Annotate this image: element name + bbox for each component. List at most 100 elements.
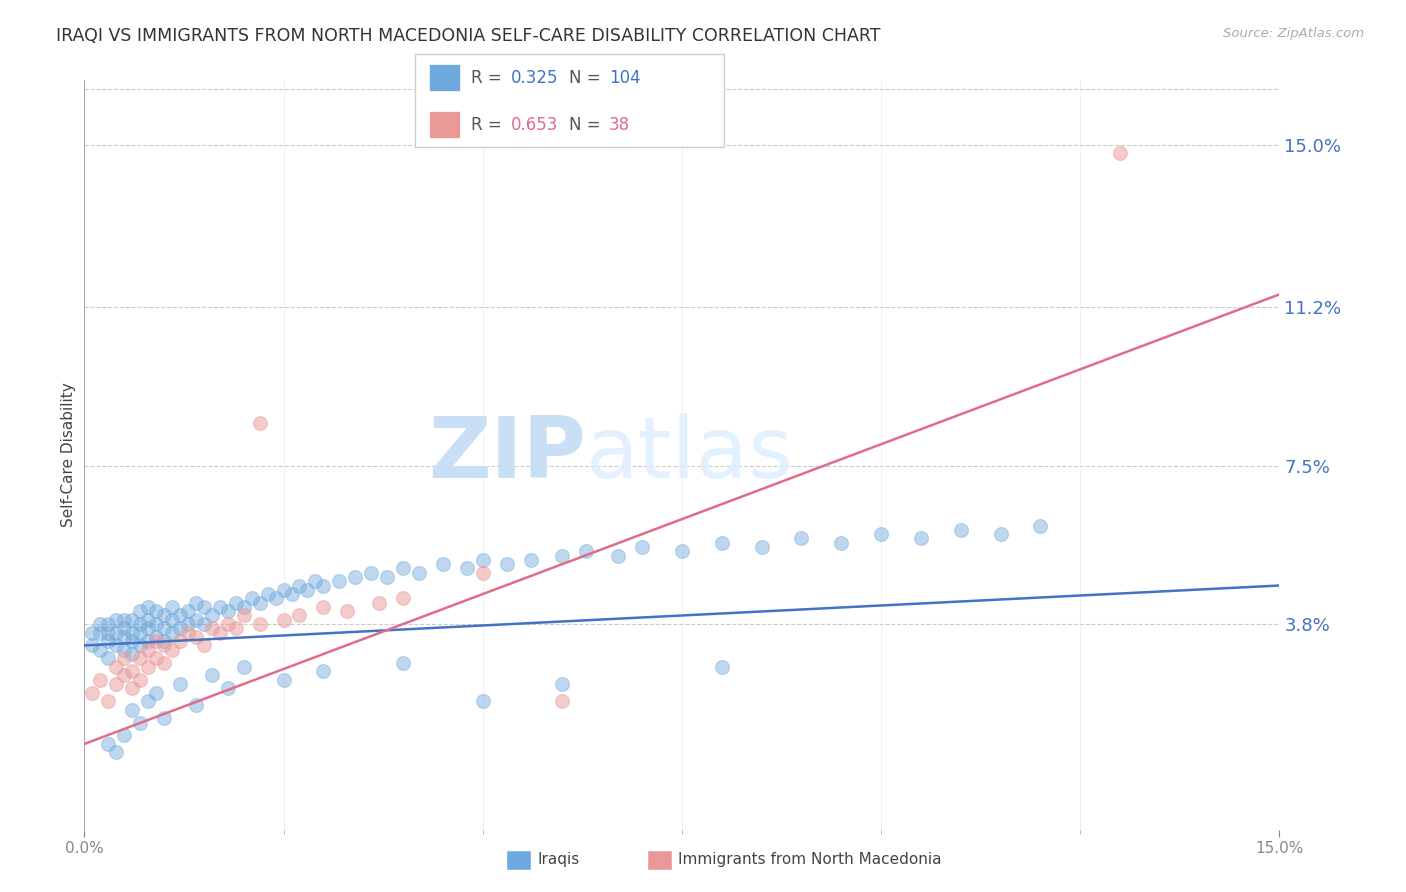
Point — [97, 694, 120, 708]
Point — [273, 673, 295, 687]
Point — [471, 553, 494, 567]
Point — [710, 535, 733, 549]
Text: 0.653: 0.653 — [510, 116, 558, 134]
Text: R =: R = — [471, 116, 508, 134]
Text: Iraqis: Iraqis — [537, 853, 579, 867]
Point — [495, 557, 517, 571]
Point — [160, 625, 183, 640]
Point — [112, 651, 135, 665]
Point — [145, 604, 167, 618]
Point — [136, 599, 159, 614]
Point — [177, 604, 200, 618]
Point — [169, 621, 191, 635]
Point — [153, 639, 176, 653]
Point — [160, 613, 183, 627]
Point — [184, 630, 207, 644]
Point — [471, 694, 494, 708]
Point — [136, 621, 159, 635]
Point — [129, 604, 152, 618]
Point — [208, 625, 231, 640]
Text: IRAQI VS IMMIGRANTS FROM NORTH MACEDONIA SELF-CARE DISABILITY CORRELATION CHART: IRAQI VS IMMIGRANTS FROM NORTH MACEDONIA… — [56, 27, 880, 45]
Text: atlas: atlas — [586, 413, 794, 497]
Point — [408, 566, 430, 580]
Point — [949, 523, 972, 537]
Point — [217, 617, 239, 632]
Point — [145, 617, 167, 632]
Point — [710, 660, 733, 674]
Point — [169, 634, 191, 648]
Point — [575, 544, 598, 558]
Point — [751, 540, 773, 554]
Point — [136, 634, 159, 648]
Point — [264, 591, 287, 606]
Point — [392, 561, 415, 575]
Point — [112, 621, 135, 635]
Point — [97, 737, 120, 751]
Point — [121, 647, 143, 661]
Point — [256, 587, 278, 601]
Point — [177, 617, 200, 632]
Point — [160, 599, 183, 614]
Point — [671, 544, 693, 558]
Point — [368, 596, 391, 610]
Text: N =: N = — [569, 116, 606, 134]
Point — [129, 625, 152, 640]
Point — [392, 591, 415, 606]
Point — [336, 604, 359, 618]
Point — [551, 694, 574, 708]
Point — [273, 613, 295, 627]
Point — [288, 578, 311, 592]
Point — [193, 639, 215, 653]
Point — [153, 608, 176, 623]
Point — [129, 617, 152, 632]
Point — [312, 599, 335, 614]
Point — [184, 698, 207, 713]
Point — [471, 566, 494, 580]
Point — [169, 608, 191, 623]
Point — [830, 535, 852, 549]
Point — [990, 527, 1012, 541]
Point — [136, 642, 159, 657]
Text: ZIP: ZIP — [429, 413, 586, 497]
Point — [136, 694, 159, 708]
Point — [225, 596, 247, 610]
Point — [112, 630, 135, 644]
Point — [105, 639, 128, 653]
Point — [1109, 146, 1132, 161]
Text: N =: N = — [569, 69, 606, 87]
Point — [121, 703, 143, 717]
Text: Source: ZipAtlas.com: Source: ZipAtlas.com — [1223, 27, 1364, 40]
Point — [153, 621, 176, 635]
Text: Immigrants from North Macedonia: Immigrants from North Macedonia — [678, 853, 941, 867]
Point — [392, 656, 415, 670]
Point — [193, 599, 215, 614]
Point — [312, 664, 335, 678]
Point — [160, 642, 183, 657]
Point — [225, 621, 247, 635]
Point — [121, 664, 143, 678]
Point — [328, 574, 350, 589]
Point — [217, 681, 239, 696]
Point — [360, 566, 382, 580]
Point — [136, 660, 159, 674]
Point — [201, 608, 224, 623]
Point — [201, 668, 224, 682]
Point — [790, 532, 813, 546]
Point — [432, 557, 454, 571]
Point — [82, 639, 104, 653]
Point — [232, 608, 254, 623]
Point — [217, 604, 239, 618]
Point — [97, 651, 120, 665]
Point — [280, 587, 302, 601]
Point — [177, 625, 200, 640]
Point — [304, 574, 326, 589]
Point — [112, 642, 135, 657]
Point — [551, 549, 574, 563]
Point — [89, 617, 111, 632]
Point — [249, 416, 271, 430]
Point — [145, 634, 167, 648]
Point — [129, 673, 152, 687]
Point — [153, 711, 176, 725]
Point — [273, 582, 295, 597]
Point — [121, 625, 143, 640]
